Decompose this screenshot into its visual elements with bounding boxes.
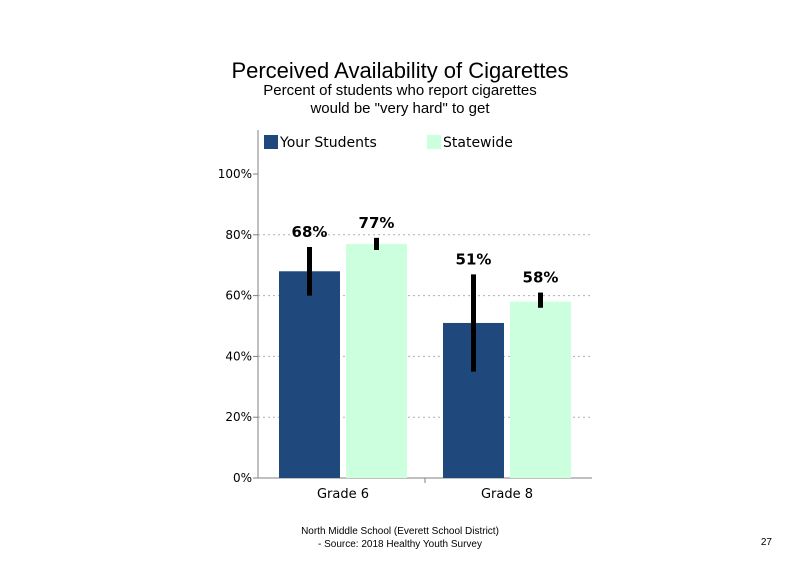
y-tick-label-20: 20% [225,410,252,424]
y-tick-label-0: 0% [233,471,252,485]
bar-0-0 [279,271,340,478]
y-tick-label-40: 40% [225,349,252,363]
x-category-label-0: Grade 6 [317,487,369,502]
data-label-0-0: 68% [292,223,328,241]
legend-swatch-0 [264,135,278,149]
subtitle-line-2: would be "very hard" to get [310,100,490,117]
page-number: 27 [760,537,772,548]
legend-label-1: Statewide [443,135,513,151]
y-tick-label-60: 60% [225,289,252,303]
chart-subtitle: Percent of students who report cigarette… [0,82,800,118]
legend-label-0: Your Students [279,135,377,151]
footer-survey: - Source: 2018 Healthy Youth Survey [318,539,482,550]
legend-swatch-1 [427,135,441,149]
data-label-0-1: 51% [456,250,492,268]
y-tick-label-80: 80% [225,228,252,242]
y-tick-label-100: 100% [218,167,252,181]
bar-1-0 [346,243,407,478]
x-category-label-1: Grade 8 [481,487,533,502]
chart-title: Perceived Availability of Cigarettes [231,58,569,83]
data-label-1-1: 58% [523,269,559,287]
data-label-1-0: 77% [359,214,395,232]
footer-source: North Middle School (Everett School Dist… [0,525,800,551]
subtitle-line-1: Percent of students who report cigarette… [263,82,537,99]
bar-1-1 [510,301,571,478]
footer-school: North Middle School (Everett School Dist… [301,526,499,537]
